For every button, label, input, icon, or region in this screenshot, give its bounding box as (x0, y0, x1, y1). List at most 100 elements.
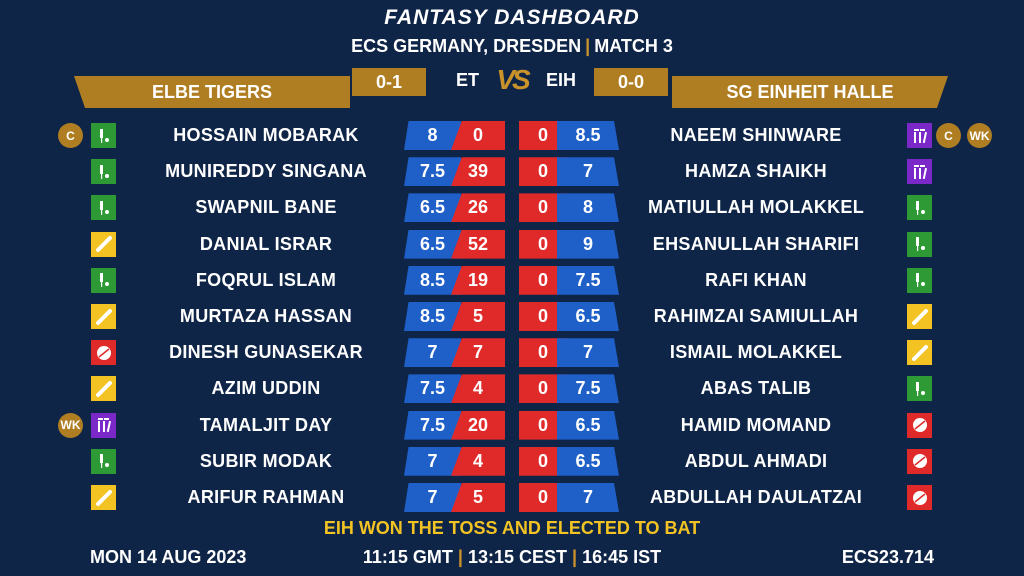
credits-left: 8 (404, 121, 461, 150)
player-name-left: DANIAL ISRAR (199, 233, 333, 254)
player-row: DINESH GUNASEKAR 7 7 0 7 ISMAIL MOLAKKEL (0, 335, 1024, 371)
left-team-score: 0-1 (352, 68, 426, 96)
credits-right: 8 (557, 193, 619, 223)
allrounder-icon (907, 340, 932, 366)
player-name-right: ABDUL AHMADI (684, 450, 828, 471)
player-name-left: SWAPNIL BANE (195, 197, 337, 218)
player-row: FOQRUL ISLAM 8.5 19 0 7.5 RAFI KHAN (0, 263, 1024, 299)
batter-icon (91, 448, 116, 474)
player-name-left: AZIM UDDIN (211, 378, 321, 399)
player-row: C HOSSAIN MOBARAK 8 0 0 8.5 NAEEM SHINWARE C WK (0, 118, 1024, 154)
wicketkeeper-badge: WK (967, 123, 992, 148)
player-name-left: SUBIR MODAK (199, 450, 333, 471)
batter-icon (91, 195, 116, 221)
allrounder-icon (91, 231, 116, 257)
match-subtitle: ECS GERMANY, DRESDEN | MATCH 3 (351, 36, 673, 56)
player-name-left: MURTAZA HASSAN (179, 306, 353, 326)
credits-right: 7 (557, 157, 619, 187)
points-left: 7 (451, 338, 505, 368)
credits-left: 7 (404, 338, 461, 368)
player-name-left: TAMALJIT DAY (199, 414, 333, 435)
match-date: MON 14 AUG 2023 (90, 547, 247, 567)
player-name-left: DINESH GUNASEKAR (169, 342, 363, 363)
player-row: MUNIREDDY SINGANA 7.5 39 0 7 HAMZA SHAIKH (0, 154, 1024, 190)
points-left: 4 (451, 446, 505, 476)
match-label: MATCH 3 (594, 36, 673, 56)
player-name-right: HAMID MOMAND (680, 414, 832, 435)
player-name-right: NAEEM SHINWARE (670, 125, 842, 145)
player-name-right: ABAS TALIB (700, 378, 812, 399)
match-code: ECS23.714 (841, 547, 934, 567)
credits-left: 8.5 (404, 265, 461, 295)
player-name-left: ARIFUR RAHMAN (187, 487, 345, 507)
toss-result: EIH WON THE TOSS AND ELECTED TO BAT (323, 518, 701, 538)
allrounder-icon (91, 304, 116, 329)
batter-icon (91, 123, 116, 148)
batter-icon (907, 195, 932, 221)
player-row: ARIFUR RAHMAN 7 5 0 7 ABDULLAH DAULATZAI (0, 480, 1024, 516)
credits-left: 8.5 (404, 302, 461, 331)
player-name-left: FOQRUL ISLAM (195, 269, 337, 290)
player-name-right: RAFI KHAN (705, 269, 807, 290)
credits-left: 7.5 (404, 374, 461, 404)
player-row: SWAPNIL BANE 6.5 26 0 8 MATIULLAH MOLAKKEL (0, 190, 1024, 226)
player-name-right: EHSANULLAH SHARIFI (652, 233, 860, 254)
match-times: 11:15 GMT | 13:15 CEST | 16:45 IST (362, 547, 662, 567)
vs-logo: VS (496, 64, 530, 95)
credits-left: 7.5 (404, 157, 461, 187)
points-left: 5 (451, 483, 505, 512)
bowler-icon (907, 485, 932, 510)
credits-left: 7.5 (404, 410, 461, 440)
wicketkeeper-icon (907, 159, 932, 185)
time-cest: 13:15 CEST (467, 547, 568, 567)
allrounder-icon (91, 485, 116, 510)
player-row: DANIAL ISRAR 6.5 52 0 9 EHSANULLAH SHARIFI (0, 227, 1024, 263)
venue-label: ECS GERMANY, DRESDEN (351, 36, 582, 56)
points-left: 0 (451, 121, 505, 150)
credits-left: 6.5 (404, 193, 461, 223)
left-team-banner: ELBE TIGERS (74, 76, 350, 108)
wicketkeeper-icon (907, 123, 932, 148)
credits-right: 7.5 (557, 265, 619, 295)
credits-right: 6.5 (557, 446, 619, 476)
time-ist: 16:45 IST (582, 547, 662, 567)
batter-icon (907, 231, 932, 257)
captain-badge: C (58, 123, 83, 148)
player-row: WK TAMALJIT DAY 7.5 20 0 6.5 HAMID MOMAND (0, 408, 1024, 444)
bowler-icon (91, 340, 116, 366)
batter-icon (91, 267, 116, 293)
player-name-right: ISMAIL MOLAKKEL (669, 342, 843, 363)
allrounder-icon (91, 376, 116, 402)
batter-icon (91, 159, 116, 185)
points-left: 19 (451, 265, 505, 295)
right-team-abbr: EIH (546, 70, 577, 90)
captain-badge: C (936, 123, 961, 148)
player-name-right: MATIULLAH MOLAKKEL (647, 197, 865, 218)
points-left: 20 (451, 410, 505, 440)
bowler-icon (907, 412, 932, 438)
wicketkeeper-badge: WK (58, 412, 83, 438)
left-team-abbr: ET (456, 70, 480, 90)
player-row: MURTAZA HASSAN 8.5 5 0 6.5 RAHIMZAI SAMIULLAH (0, 299, 1024, 335)
batter-icon (907, 267, 932, 293)
credits-right: 6.5 (557, 302, 619, 331)
credits-left: 7 (404, 483, 461, 512)
credits-right: 8.5 (557, 121, 619, 150)
points-left: 4 (451, 374, 505, 404)
time-gmt: 11:15 GMT (362, 547, 453, 567)
credits-right: 7 (557, 483, 619, 512)
player-name-left: HOSSAIN MOBARAK (173, 125, 359, 145)
credits-right: 9 (557, 229, 619, 259)
bowler-icon (907, 448, 932, 474)
player-name-right: ABDULLAH DAULATZAI (649, 487, 863, 507)
player-name-right: HAMZA SHAIKH (685, 161, 827, 182)
allrounder-icon (907, 304, 932, 329)
credits-left: 6.5 (404, 229, 461, 259)
credits-right: 6.5 (557, 410, 619, 440)
right-team-banner: SG EINHEIT HALLE (672, 76, 948, 108)
batter-icon (907, 376, 932, 402)
credits-right: 7 (557, 338, 619, 368)
dashboard-title: FANTASY DASHBOARD (384, 6, 640, 29)
player-name-left: MUNIREDDY SINGANA (165, 161, 367, 182)
credits-left: 7 (404, 446, 461, 476)
